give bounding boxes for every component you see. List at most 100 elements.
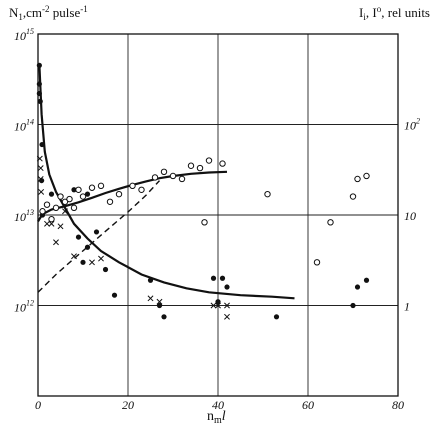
- data-point-filled: [215, 299, 221, 305]
- y-label-main: N: [9, 5, 19, 20]
- data-point-open: [313, 259, 321, 266]
- data-point-open: [48, 215, 55, 223]
- data-point-cross: [147, 295, 154, 302]
- data-point-open: [129, 182, 136, 190]
- x-tick-label: 20: [122, 398, 134, 412]
- y-label-sub: 1: [18, 12, 23, 22]
- data-point-filled: [147, 277, 154, 283]
- data-point-open: [196, 164, 204, 172]
- data-point-open: [354, 175, 361, 183]
- data-point-filled: [224, 284, 230, 290]
- data-point-cross: [53, 239, 59, 246]
- y-label-unit1: ,cm: [23, 5, 42, 20]
- y-right-label-sub: i: [363, 12, 366, 22]
- data-point-cross: [98, 255, 104, 262]
- data-point-filled: [80, 259, 86, 265]
- y-right-tick-label: 10: [404, 209, 416, 223]
- data-point-open: [169, 172, 177, 180]
- data-point-filled: [210, 275, 217, 281]
- data-point-cross: [215, 302, 221, 309]
- x-tick-label: 0: [35, 398, 41, 412]
- data-point-open: [97, 182, 105, 190]
- x-tick-label: 40: [212, 398, 224, 412]
- data-point-cross: [224, 313, 230, 320]
- y-right-label-mid: , I: [366, 5, 377, 20]
- y-right-tick-labels: 102 10 1: [404, 117, 420, 314]
- data-point-open: [151, 174, 159, 181]
- data-point-filled: [219, 275, 226, 281]
- data-point-cross: [224, 302, 230, 309]
- data-point-cross: [48, 220, 55, 227]
- data-point-open: [79, 193, 87, 200]
- data-point-open: [43, 201, 51, 208]
- data-point-filled: [39, 141, 45, 148]
- data-point-filled: [156, 302, 163, 309]
- x-tick-labels: 0 20 40 60 80: [35, 398, 404, 412]
- data-point-cross: [210, 302, 217, 309]
- data-point-filled: [37, 98, 43, 104]
- data-point-open: [160, 168, 168, 176]
- y-label-unit2: pulse: [50, 5, 81, 20]
- y-label-exp1: -2: [42, 4, 50, 14]
- y-left-tick-label: 1014: [14, 118, 34, 134]
- y-left-tick-label: 1012: [14, 299, 34, 315]
- x-label-main: n: [207, 409, 214, 424]
- data-point-filled: [350, 302, 356, 309]
- y-right-tick-label: 102: [404, 117, 420, 133]
- x-tick-label: 80: [392, 398, 404, 412]
- data-point-open: [178, 175, 186, 183]
- data-point-cross: [62, 208, 68, 215]
- data-point-filled: [111, 292, 118, 298]
- data-point-filled: [354, 284, 361, 290]
- x-label-sub: m: [214, 415, 222, 426]
- data-point-cross: [37, 165, 44, 172]
- data-point-filled: [75, 234, 82, 240]
- y-left-tick-label: 1013: [14, 208, 34, 224]
- data-point-filled: [273, 314, 280, 320]
- x-axis-label: nml: [207, 409, 226, 426]
- fit-curve-solid: [37, 170, 228, 222]
- data-point-filled: [363, 277, 370, 283]
- data-point-cross: [37, 176, 44, 182]
- y-left-tick-labels: 1015 1014 1013 1012: [14, 27, 34, 315]
- data-point-filled: [84, 244, 91, 250]
- data-point-open: [66, 195, 73, 203]
- data-point-open: [88, 184, 96, 191]
- data-point-cross: [156, 298, 163, 305]
- data-point-open: [327, 219, 334, 226]
- y-left-tick-label: 1015: [14, 27, 34, 43]
- data-point-cross: [89, 259, 95, 266]
- y-right-label-I: I: [359, 5, 363, 20]
- fit-curves: [37, 65, 295, 300]
- data-point-filled: [84, 191, 91, 197]
- data-point-open: [39, 208, 46, 215]
- data-point-cross: [44, 220, 50, 227]
- data-point-open: [70, 204, 78, 212]
- plot-frame: [37, 33, 399, 397]
- data-point-open: [52, 204, 60, 212]
- data-points: [36, 62, 370, 320]
- y-right-label-sup: o: [377, 4, 382, 14]
- data-point-open: [115, 190, 123, 198]
- data-point-open: [349, 193, 357, 200]
- data-point-open: [205, 157, 213, 164]
- fit-curve-dashed: [37, 180, 161, 293]
- y-axis-right-label: Ii, Io, rel units: [359, 4, 430, 22]
- y-axis-left-label: N1,cm-2 pulse-1: [9, 4, 88, 22]
- data-point-open: [264, 190, 271, 198]
- grid-lines: [38, 34, 398, 396]
- y-right-tick-label: 1: [404, 300, 410, 314]
- fit-curve-solid: [38, 65, 295, 300]
- data-point-filled: [71, 187, 77, 193]
- data-point-open: [106, 198, 114, 205]
- data-point-filled: [93, 229, 100, 235]
- data-point-filled: [48, 191, 55, 197]
- data-point-open: [363, 172, 370, 180]
- data-point-open: [201, 219, 208, 226]
- y-label-exp2: -1: [80, 4, 88, 14]
- data-point-filled: [102, 266, 109, 273]
- data-point-open: [187, 162, 195, 169]
- y-right-label-rest: , rel units: [381, 5, 430, 20]
- x-label-var: l: [222, 409, 226, 424]
